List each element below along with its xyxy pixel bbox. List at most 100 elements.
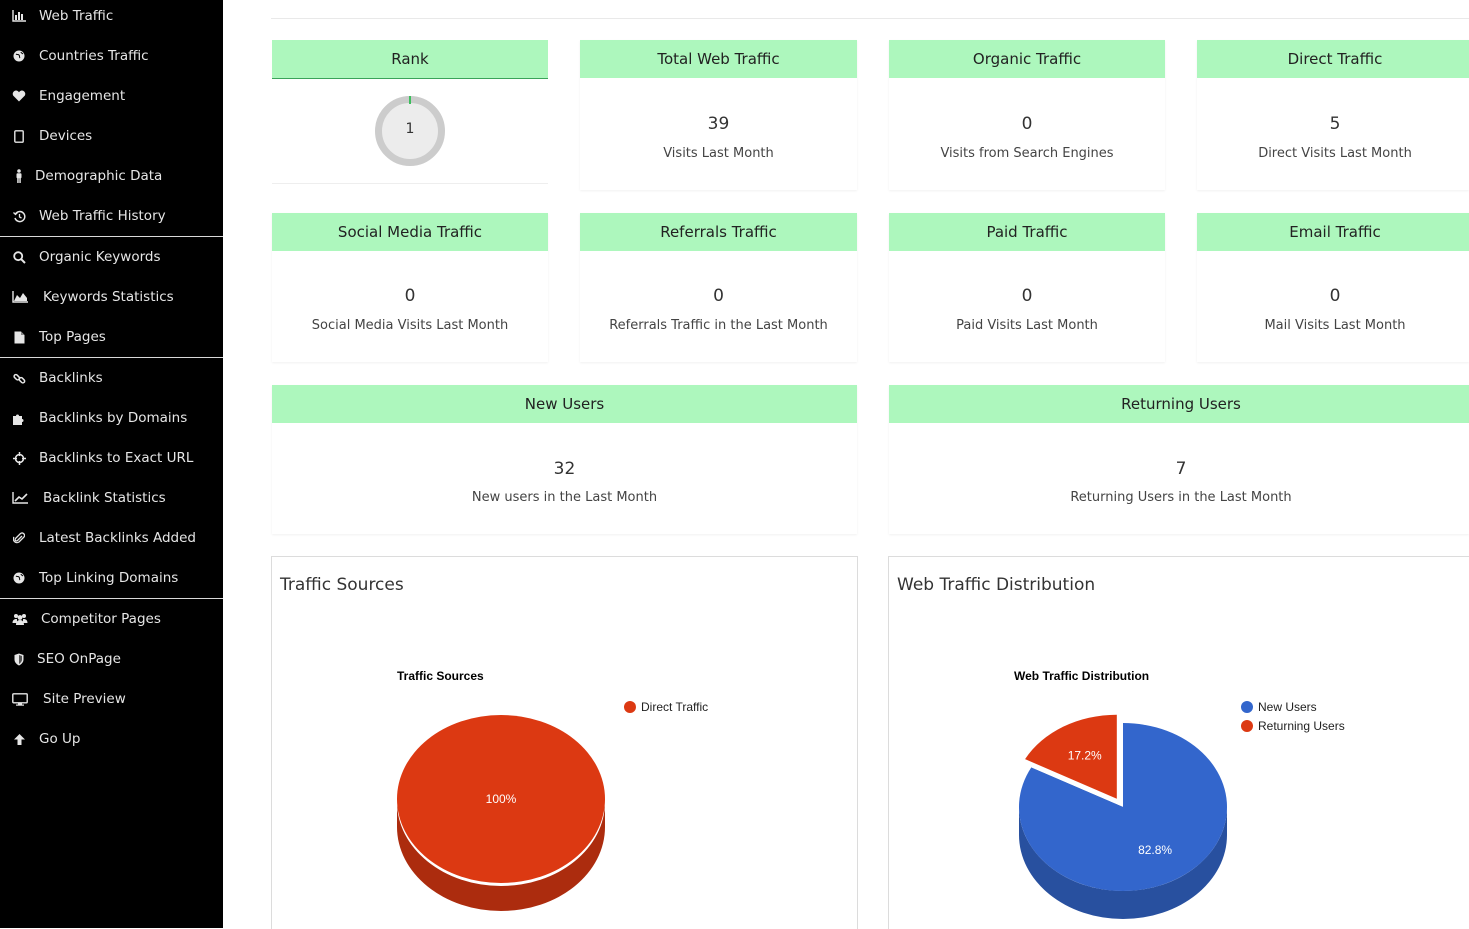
legend-label: Returning Users: [1258, 719, 1345, 733]
sidebar: Web Traffic Countries Traffic Engagement…: [0, 0, 223, 928]
card-subtitle: Referrals Traffic in the Last Month: [609, 318, 828, 333]
card-subtitle: Visits Last Month: [663, 146, 774, 161]
person-icon: [12, 169, 26, 183]
line-chart-icon: [12, 491, 28, 505]
organic-traffic-card: Organic Traffic 0 Visits from Search Eng…: [889, 40, 1165, 190]
tablet-icon: [12, 129, 26, 143]
sidebar-item-label: Web Traffic History: [39, 208, 166, 224]
sidebar-item-label: Top Linking Domains: [39, 570, 179, 586]
sidebar-item-competitor-pages[interactable]: Competitor Pages: [0, 599, 223, 639]
sidebar-divider: [0, 357, 223, 358]
search-icon: [12, 250, 26, 264]
legend-label: New Users: [1258, 700, 1317, 714]
chart-title: Web Traffic Distribution: [1014, 669, 1149, 683]
panel-title: Traffic Sources: [280, 575, 404, 595]
sidebar-item-seo-onpage[interactable]: SEO OnPage: [0, 639, 223, 679]
sidebar-item-backlink-statistics[interactable]: Backlink Statistics: [0, 478, 223, 518]
sidebar-divider: [0, 236, 223, 237]
direct-traffic-card: Direct Traffic 5 Direct Visits Last Mont…: [1197, 40, 1469, 190]
card-value: 32: [553, 459, 576, 479]
pie-slice: [1019, 723, 1227, 919]
sidebar-item-backlinks-to-exact-url[interactable]: Backlinks to Exact URL: [0, 438, 223, 478]
sidebar-item-devices[interactable]: Devices: [0, 116, 223, 156]
sidebar-item-label: Web Traffic: [39, 8, 114, 24]
card-subtitle: Social Media Visits Last Month: [311, 318, 509, 333]
sidebar-item-top-linking-domains[interactable]: Top Linking Domains: [0, 558, 223, 598]
puzzle-icon: [12, 411, 26, 425]
returning-users-card: Returning Users 7 Returning Users in the…: [889, 385, 1469, 534]
pie-slice: [397, 715, 605, 911]
card-value: 5: [1329, 114, 1341, 134]
sidebar-item-label: Latest Backlinks Added: [39, 530, 196, 546]
sidebar-item-site-preview[interactable]: Site Preview: [0, 679, 223, 719]
sidebar-item-demographic-data[interactable]: Demographic Data: [0, 156, 223, 196]
sidebar-item-organic-keywords[interactable]: Organic Keywords: [0, 237, 223, 277]
sidebar-item-label: Keywords Statistics: [43, 289, 174, 305]
sidebar-item-backlinks[interactable]: Backlinks: [0, 358, 223, 398]
card-title: Organic Traffic: [889, 40, 1165, 78]
email-traffic-card: Email Traffic 0 Mail Visits Last Month: [1197, 213, 1469, 362]
heart-icon: [12, 89, 26, 103]
globe-icon: [12, 49, 26, 63]
card-subtitle: Direct Visits Last Month: [1258, 146, 1412, 161]
web-traffic-distribution-chart: Web Traffic Distribution New Users Returni…: [1014, 669, 1345, 919]
paid-traffic-card: Paid Traffic 0 Paid Visits Last Month: [889, 213, 1165, 362]
area-chart-icon: [12, 290, 28, 304]
sidebar-item-web-traffic-history[interactable]: Web Traffic History: [0, 196, 223, 236]
link-icon: [12, 371, 26, 385]
sidebar-item-backlinks-by-domains[interactable]: Backlinks by Domains: [0, 398, 223, 438]
rank-value: 1: [405, 121, 415, 137]
panel-title: Web Traffic Distribution: [897, 575, 1096, 595]
desktop-icon: [12, 692, 28, 706]
rank-gauge: [375, 96, 445, 166]
sidebar-item-top-pages[interactable]: Top Pages: [0, 317, 223, 357]
referrals-traffic-card: Referrals Traffic 0 Referrals Traffic in…: [580, 213, 857, 362]
users-icon: [12, 612, 28, 626]
slice-label: 100%: [486, 792, 517, 806]
card-title: Rank: [272, 40, 548, 78]
bar-chart-icon: [12, 9, 26, 23]
sidebar-item-label: Backlinks by Domains: [39, 410, 188, 426]
card-value: 0: [1021, 286, 1033, 306]
card-subtitle: New users in the Last Month: [471, 490, 658, 505]
card-value: 0: [713, 286, 724, 306]
card-value: 39: [707, 114, 730, 134]
shield-icon: [12, 652, 26, 666]
sidebar-item-label: Countries Traffic: [39, 48, 149, 64]
card-subtitle: Paid Visits Last Month: [956, 318, 1098, 333]
legend-label: Direct Traffic: [641, 700, 708, 714]
sidebar-item-go-up[interactable]: Go Up: [0, 719, 223, 759]
card-value: 0: [1021, 114, 1033, 134]
card-subtitle: Returning Users in the Last Month: [1070, 490, 1292, 505]
sidebar-item-label: Top Pages: [39, 329, 106, 345]
rank-card: Rank 1: [272, 40, 548, 183]
sidebar-item-web-traffic[interactable]: Web Traffic: [0, 0, 223, 36]
legend-swatch: [1241, 701, 1253, 713]
arrow-up-icon: [12, 732, 26, 746]
legend-swatch: [1241, 720, 1253, 732]
card-value: 7: [1175, 459, 1187, 479]
file-icon: [12, 330, 26, 344]
sidebar-item-engagement[interactable]: Engagement: [0, 76, 223, 116]
sidebar-item-label: SEO OnPage: [37, 651, 121, 667]
sidebar-item-countries-traffic[interactable]: Countries Traffic: [0, 36, 223, 76]
pie-slice: [1025, 714, 1117, 799]
top-divider: [271, 18, 1469, 19]
total-web-traffic-card: Total Web Traffic 39 Visits Last Month: [580, 40, 857, 190]
traffic-sources-panel: Traffic Sources Traffic Sources Direct Tr…: [271, 556, 858, 929]
card-title: Email Traffic: [1197, 213, 1469, 251]
web-traffic-distribution-panel: Web Traffic Distribution Web Traffic Dis…: [888, 556, 1469, 929]
sidebar-item-label: Backlinks: [39, 370, 103, 386]
sidebar-item-keywords-statistics[interactable]: Keywords Statistics: [0, 277, 223, 317]
paperclip-icon: [12, 531, 26, 545]
sidebar-item-label: Engagement: [39, 88, 126, 104]
globe-icon: [12, 571, 26, 585]
card-title: Paid Traffic: [889, 213, 1165, 251]
social-media-traffic-card: Social Media Traffic 0 Social Media Visi…: [272, 213, 548, 362]
history-icon: [12, 209, 26, 223]
sidebar-item-latest-backlinks-added[interactable]: Latest Backlinks Added: [0, 518, 223, 558]
slice-label: 82.8%: [1138, 843, 1172, 857]
new-users-card: New Users 32 New users in the Last Month: [272, 385, 857, 534]
sidebar-item-label: Demographic Data: [35, 168, 163, 184]
sidebar-divider: [0, 598, 223, 599]
